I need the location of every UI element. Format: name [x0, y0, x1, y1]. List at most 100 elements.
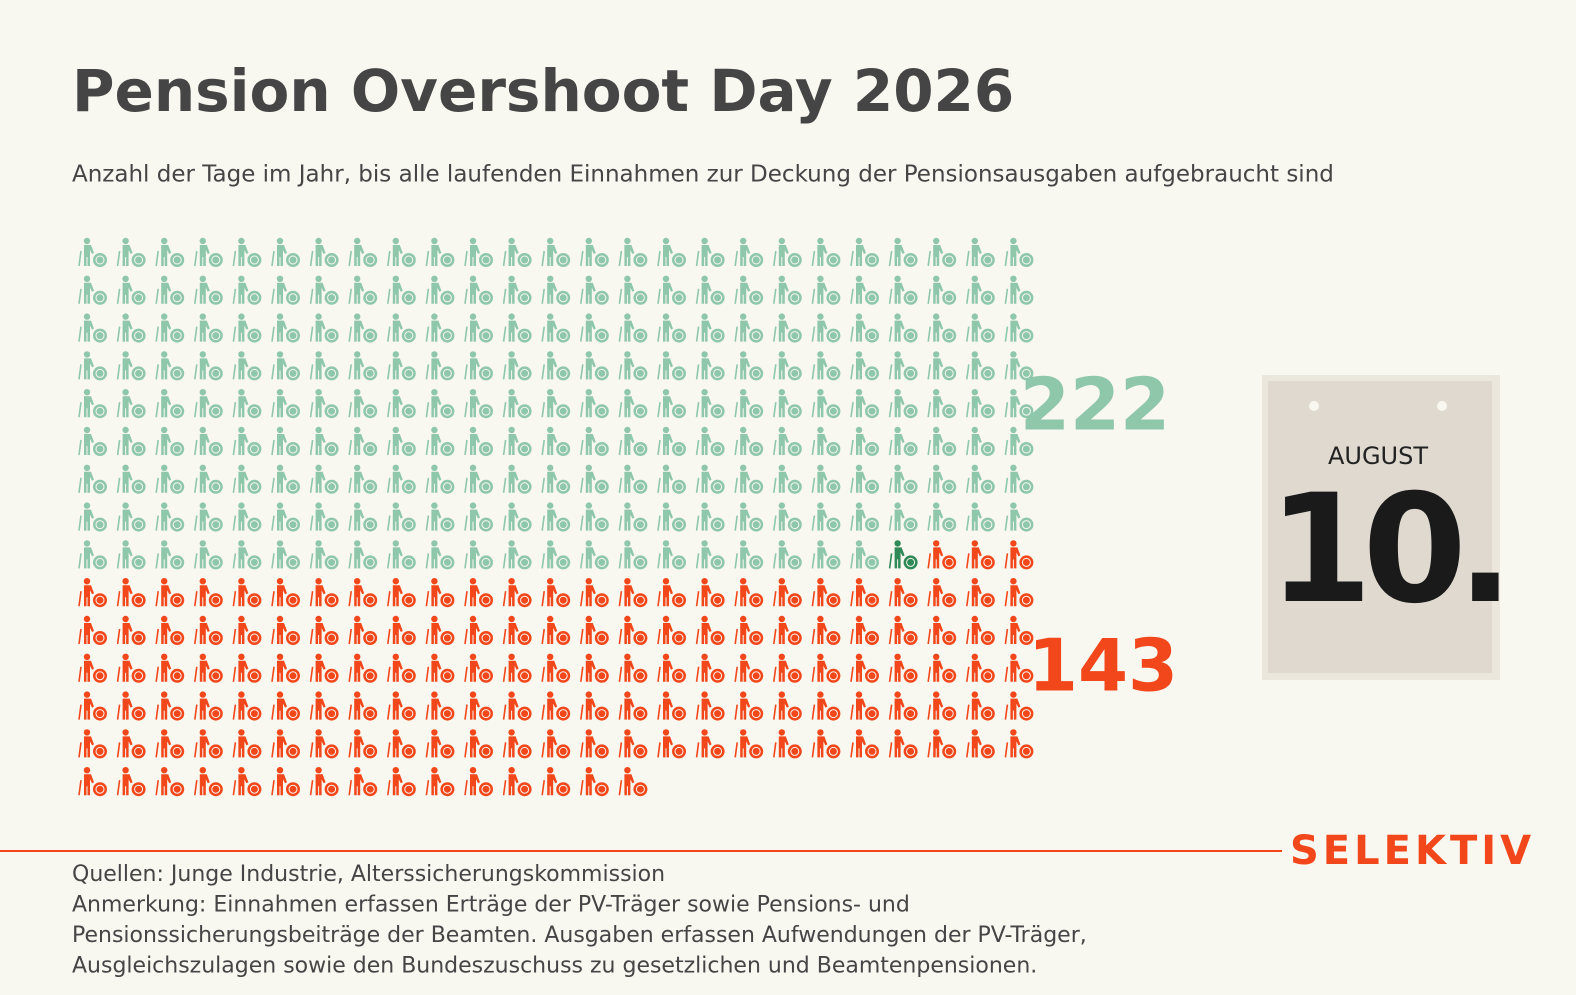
icon-coin-ring [404, 293, 414, 303]
icon-coin-ring [211, 255, 221, 265]
icon-head [971, 615, 978, 623]
icon-cane [502, 515, 507, 531]
icon-coin [594, 328, 609, 343]
subtitle: Anzahl der Tage im Jahr, bis alle laufen… [72, 162, 1334, 188]
unit-icon [888, 729, 918, 759]
icon-cane [734, 439, 738, 456]
icon-cane [657, 628, 661, 645]
icon-cane [850, 515, 854, 531]
unit-icon [966, 389, 995, 419]
unit-icon [850, 237, 879, 267]
icon-body [508, 396, 519, 418]
icon-body [933, 358, 944, 380]
icon-cane [1004, 742, 1009, 758]
unit-icon [464, 691, 493, 721]
icon-cane [1004, 326, 1009, 342]
icon-coin-ring [1021, 293, 1031, 303]
icon-cane [695, 704, 700, 720]
icon-coin [865, 479, 879, 494]
icon-body [778, 509, 789, 531]
unit-icon [773, 351, 802, 381]
icon-cane [927, 364, 931, 380]
icon-body [894, 547, 905, 569]
icon-coin [594, 366, 609, 381]
icon-head [276, 389, 284, 396]
icon-body [1010, 660, 1021, 682]
icon-head [817, 351, 824, 358]
icon-cane [502, 288, 507, 304]
unit-icon [695, 275, 725, 305]
icon-coin-ring [983, 746, 993, 756]
icon-coin [787, 253, 802, 267]
icon-body [508, 358, 519, 380]
icon-coin-ring [288, 293, 298, 303]
icon-head [547, 767, 554, 774]
icon-cane [194, 250, 198, 267]
unit-icon [811, 729, 841, 759]
icon-coin [517, 442, 532, 456]
icon-body [392, 509, 403, 531]
icon-coin [363, 404, 378, 419]
calendar-hole [1437, 401, 1447, 411]
icon-coin [903, 555, 918, 570]
icon-head [392, 426, 399, 434]
icon-body [238, 660, 249, 682]
icon-cane [348, 326, 352, 342]
icon-cane [348, 628, 352, 645]
icon-body [238, 585, 249, 607]
unit-icon [695, 729, 725, 759]
icon-head [547, 729, 554, 736]
icon-cane [232, 250, 237, 267]
icon-body [84, 471, 94, 493]
icon-body [392, 320, 403, 342]
icon-coin-ring [558, 444, 568, 454]
icon-head [315, 729, 322, 736]
unit-icon [580, 729, 609, 759]
icon-body [624, 434, 635, 455]
unit-icon [387, 464, 416, 494]
icon-head [701, 237, 708, 245]
unit-icon [155, 653, 185, 683]
icon-body [971, 585, 982, 607]
icon-head [469, 691, 477, 698]
icon-head [392, 767, 399, 774]
unit-icon [194, 351, 223, 381]
icon-body [315, 660, 326, 682]
icon-coin [710, 593, 725, 608]
icon-cane [657, 326, 661, 342]
unit-icon [927, 691, 957, 721]
icon-coin-ring [134, 293, 144, 303]
icon-head [778, 464, 785, 471]
icon-cane [966, 704, 970, 720]
unit-icon [1004, 389, 1034, 419]
icon-cane [155, 591, 159, 607]
unit-icon [309, 653, 339, 683]
unit-icon [425, 691, 455, 721]
icon-coin-ring [751, 520, 761, 530]
icon-coin [556, 442, 571, 456]
icon-cane [116, 742, 121, 758]
icon-cane [464, 250, 468, 267]
icon-coin [826, 668, 841, 683]
icon-coin-ring [249, 671, 259, 681]
icon-cane [811, 250, 816, 267]
icon-coin [903, 744, 918, 759]
icon-body [585, 698, 596, 720]
icon-coin-ring [95, 709, 105, 719]
icon-coin-ring [172, 406, 182, 416]
unit-icon [116, 615, 146, 645]
icon-head [740, 615, 747, 623]
icon-coin [672, 706, 686, 721]
icon-cane [271, 591, 275, 607]
icon-cane [464, 477, 468, 493]
unit-icon [850, 691, 879, 721]
icon-coin [286, 253, 300, 267]
icon-coin-ring [211, 557, 221, 567]
icon-coin-ring [558, 255, 568, 265]
icon-body [315, 282, 326, 304]
icon-coin [980, 366, 995, 381]
icon-coin [1019, 668, 1034, 683]
icon-cane [811, 439, 816, 456]
icon-coin [401, 668, 416, 683]
icon-body [470, 585, 480, 607]
